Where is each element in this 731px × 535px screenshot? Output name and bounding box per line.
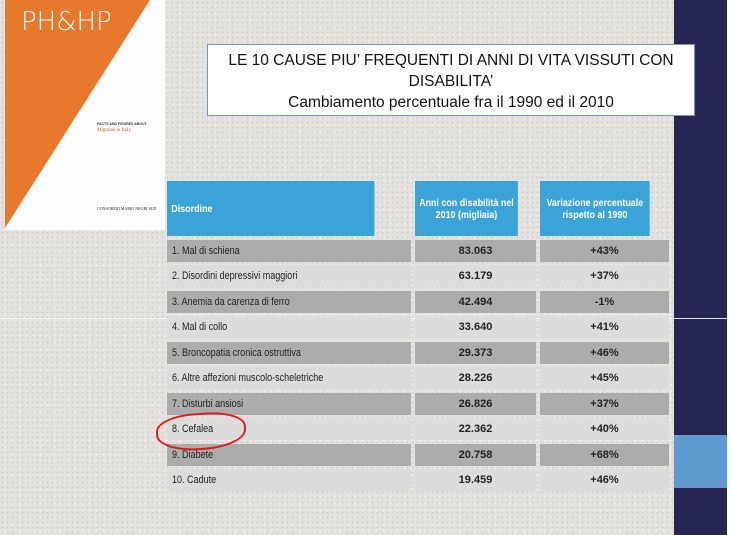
- cell-text: 2. Disordini depressivi maggiori: [172, 270, 298, 282]
- cell-text: 83.063: [458, 244, 493, 257]
- cell-disorder: 2. Disordini depressivi maggiori: [167, 265, 411, 287]
- cell-text: 10. Cadute: [172, 474, 217, 486]
- cell-text: +45%: [590, 372, 619, 384]
- cell-years: 42.494: [415, 290, 536, 313]
- slide-title-box: LE 10 CAUSE PIU’ FREQUENTI DI ANNI DI VI…: [207, 44, 695, 116]
- cell-years: 33.640: [415, 316, 536, 338]
- table-row: 5. Broncopatia cronica ostruttiva 29.373 +…: [167, 341, 669, 364]
- cell-change: +37%: [540, 392, 669, 415]
- cell-text: 33.640: [458, 321, 493, 333]
- title-line-2: DISABILITA’: [408, 73, 494, 90]
- cell-years: 63.179: [415, 265, 536, 287]
- table-row: 6. Altre affezioni muscolo-scheletriche 2…: [167, 367, 669, 389]
- cell-change: -1%: [540, 290, 669, 313]
- cell-text: -1%: [594, 295, 615, 308]
- cell-text: +68%: [590, 448, 619, 461]
- cell-years: 26.826: [415, 392, 536, 415]
- cell-text: +46%: [590, 474, 619, 486]
- cell-text: 63.179: [458, 270, 493, 282]
- cell-text: +40%: [590, 423, 619, 435]
- table-row: 9. Diabete 20.758 +68%: [167, 443, 669, 466]
- cover-subtitle: FACTS AND FIGURES ABOUT: [97, 122, 147, 126]
- cell-text: +43%: [590, 244, 619, 257]
- cell-change: +46%: [540, 469, 669, 491]
- cell-disorder: 8. Cefalea: [167, 418, 411, 440]
- table-row: 7. Disturbi ansiosi 26.826 +37%: [167, 392, 669, 415]
- cell-text: 1. Mal di schiena: [172, 244, 240, 257]
- table-row: 2. Disordini depressivi maggiori 63.179 +3…: [167, 265, 669, 287]
- cell-text: 4. Mal di collo: [172, 321, 228, 333]
- cell-text: +37%: [590, 397, 619, 410]
- cell-disorder: 7. Disturbi ansiosi: [167, 392, 411, 415]
- side-panel-accent: [674, 435, 727, 488]
- cell-text: 28.226: [458, 372, 493, 384]
- cell-text: 8. Cefalea: [172, 423, 214, 435]
- cell-disorder: 10. Cadute: [167, 469, 411, 491]
- cell-change: +43%: [540, 239, 669, 262]
- cell-disorder: 4. Mal di collo: [167, 316, 411, 338]
- side-panel-divider: [674, 318, 727, 319]
- cell-text: 5. Broncopatia cronica ostruttiva: [172, 346, 301, 359]
- cell-years: 29.373: [415, 341, 536, 364]
- book-cover-image: PH&HP PUBLIC HEALTH & HEALTH POLICY FACT…: [5, 0, 165, 230]
- table-row: 8. Cefalea 22.362 +40%: [167, 418, 669, 440]
- cell-change: +46%: [540, 341, 669, 364]
- table-header: Disordine Anni con disabilità nel 2010 (…: [167, 181, 669, 236]
- title-line-3: Cambiamento percentuale fra il 1990 ed i…: [288, 94, 614, 111]
- cover-title: Migraine in Italy: [97, 128, 131, 133]
- table-row: 3. Anemia da carenza di ferro 42.494 -1%: [167, 290, 669, 313]
- cell-years: 28.226: [415, 367, 536, 389]
- cover-publisher: CONSORZIO MARIO NEGRI SUD: [97, 206, 157, 211]
- header-disorder: Disordine: [167, 181, 375, 236]
- disability-table: Disordine Anni con disabilità nel 2010 (…: [167, 181, 669, 491]
- cell-text: +46%: [590, 346, 619, 359]
- cell-text: 19.459: [458, 474, 493, 486]
- cell-disorder: 1. Mal di schiena: [167, 239, 411, 262]
- cell-years: 19.459: [415, 469, 536, 491]
- title-line-1: LE 10 CAUSE PIU’ FREQUENTI DI ANNI DI VI…: [228, 52, 674, 69]
- cell-years: 83.063: [415, 239, 536, 262]
- table-row: 10. Cadute 19.459 +46%: [167, 469, 669, 491]
- cell-disorder: 5. Broncopatia cronica ostruttiva: [167, 341, 411, 364]
- cell-disorder: 9. Diabete: [167, 443, 411, 466]
- header-years: Anni con disabilità nel 2010 (migliaia): [415, 181, 518, 236]
- cell-change: +41%: [540, 316, 669, 338]
- header-change: Variazione percentuale rispetto al 1990: [540, 181, 650, 236]
- cell-text: 22.362: [458, 423, 493, 435]
- cell-text: 6. Altre affezioni muscolo-scheletriche: [172, 372, 324, 384]
- cell-text: 3. Anemia da carenza di ferro: [172, 295, 290, 308]
- table-row: 4. Mal di collo 33.640 +41%: [167, 316, 669, 338]
- table-row: 1. Mal di schiena 83.063 +43%: [167, 239, 669, 262]
- cell-text: +37%: [590, 270, 619, 282]
- cell-years: 20.758: [415, 443, 536, 466]
- cell-change: +45%: [540, 367, 669, 389]
- cell-disorder: 3. Anemia da carenza di ferro: [167, 290, 411, 313]
- cell-years: 22.362: [415, 418, 536, 440]
- cell-text: 9. Diabete: [172, 448, 214, 461]
- cell-text: 26.826: [458, 397, 493, 410]
- cell-text: 7. Disturbi ansiosi: [172, 397, 244, 410]
- cover-logo: PH&HP: [21, 7, 112, 37]
- cell-change: +40%: [540, 418, 669, 440]
- cell-change: +68%: [540, 443, 669, 466]
- cell-text: +41%: [590, 321, 619, 333]
- cell-text: 29.373: [458, 346, 493, 359]
- cell-text: 20.758: [458, 448, 493, 461]
- cell-change: +37%: [540, 265, 669, 287]
- cell-text: 42.494: [458, 295, 493, 308]
- cell-disorder: 6. Altre affezioni muscolo-scheletriche: [167, 367, 411, 389]
